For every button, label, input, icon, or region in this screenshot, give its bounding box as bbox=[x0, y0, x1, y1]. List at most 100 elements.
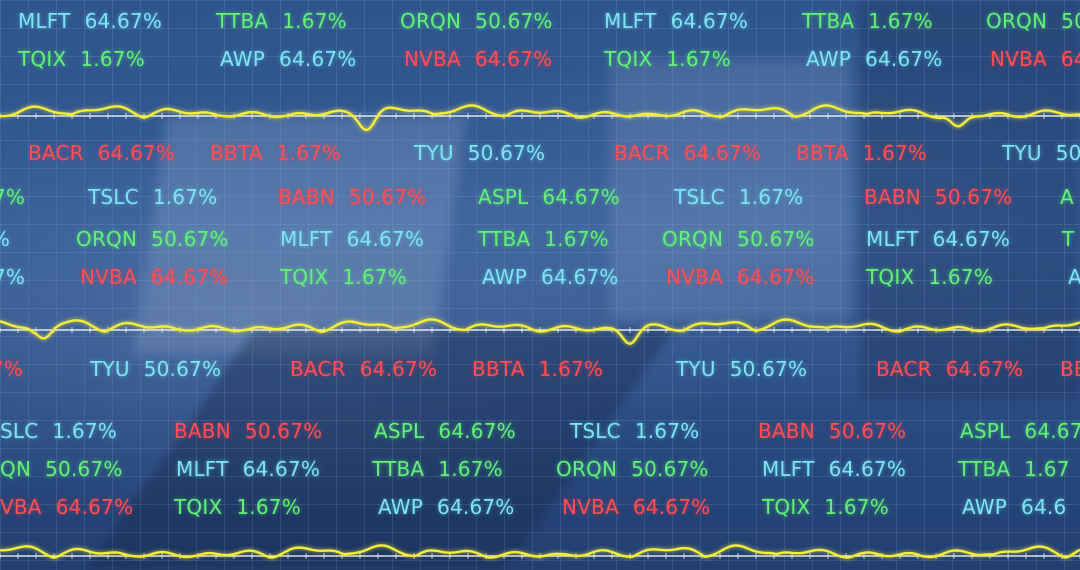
ticker-symbol: BABN bbox=[174, 419, 231, 443]
ticker-symbol: AWP bbox=[378, 495, 424, 519]
ticker-change: 67% bbox=[0, 357, 24, 381]
ticker-symbol: TSLC bbox=[570, 419, 621, 443]
ticker-symbol: TYU bbox=[676, 357, 716, 381]
ticker-symbol: AWP bbox=[962, 495, 1008, 519]
ticker-change: 1.67% bbox=[152, 185, 218, 209]
ticker-item: BBTA 1.67% bbox=[472, 358, 603, 380]
ticker-item: MLFT 64.67% bbox=[18, 10, 162, 32]
ticker-symbol: BE bbox=[1060, 357, 1080, 381]
ticker-symbol: NVBA bbox=[666, 265, 723, 289]
ticker-symbol: TSLC bbox=[88, 185, 139, 209]
ticker-change: 64.67% bbox=[150, 265, 229, 289]
ticker-item: QN 50.67% bbox=[0, 458, 123, 480]
ticker-symbol: BABN bbox=[864, 185, 921, 209]
ticker-item: TTBA 1.67% bbox=[802, 10, 933, 32]
ticker-change: 50.67% bbox=[828, 419, 907, 443]
price-wave-line-middle bbox=[0, 318, 1080, 346]
ticker-change: 7% bbox=[0, 227, 10, 251]
ticker-symbol: MLFT bbox=[176, 457, 229, 481]
ticker-item: MLFT 64.67% bbox=[762, 458, 906, 480]
ticker-item: SLC 1.67% bbox=[0, 420, 117, 442]
ticker-item: TQIX 1.67% bbox=[866, 266, 993, 288]
ticker-change: 64.67% bbox=[670, 9, 749, 33]
ticker-symbol: BABN bbox=[278, 185, 335, 209]
ticker-item: BACR 64.67% bbox=[876, 358, 1023, 380]
ticker-item: TQIX 1.67% bbox=[174, 496, 301, 518]
ticker-change: 67% bbox=[0, 185, 26, 209]
ticker-item: VBA 64.67% bbox=[0, 496, 133, 518]
ticker-item: TQIX 1.67% bbox=[280, 266, 407, 288]
ticker-item: TYU 50 bbox=[1002, 142, 1080, 164]
ticker-symbol: TQIX bbox=[762, 495, 811, 519]
ticker-change: 50.67% bbox=[151, 227, 229, 251]
ticker-item: BBTA 1.67% bbox=[796, 142, 927, 164]
ticker-change: 64.67% bbox=[97, 141, 176, 165]
ticker-item: BABN 50.67% bbox=[758, 420, 906, 442]
ticker-symbol: TYU bbox=[1002, 141, 1042, 165]
ticker-item: NVBA 64.67% bbox=[562, 496, 710, 518]
ticker-item: A bbox=[1060, 186, 1074, 208]
ticker-symbol: SLC bbox=[0, 419, 39, 443]
ticker-change: 1.67% bbox=[342, 265, 407, 289]
ticker-change: 64.67% bbox=[242, 457, 321, 481]
ticker-symbol: BABN bbox=[758, 419, 815, 443]
ticker-change: 64.67% bbox=[542, 185, 620, 209]
ticker-change: 64.67% bbox=[541, 265, 619, 289]
ticker-change: 1.67% bbox=[282, 9, 347, 33]
ticker-item: TTBA 1.67 bbox=[958, 458, 1070, 480]
ticker-item: ASPL 64.67 bbox=[960, 420, 1080, 442]
background-window bbox=[860, 0, 1080, 400]
ticker-change: 1.67% bbox=[438, 457, 503, 481]
ticker-symbol: TQIX bbox=[604, 47, 653, 71]
ticker-change: 64.67% bbox=[632, 495, 711, 519]
ticker-symbol: BBTA bbox=[472, 357, 525, 381]
ticker-symbol: BACR bbox=[290, 357, 346, 381]
ticker-symbol: MLFT bbox=[280, 227, 333, 251]
ticker-change: 1.67% bbox=[824, 495, 889, 519]
ticker-change: 50.67% bbox=[143, 357, 222, 381]
ticker-change: 64.67% bbox=[346, 227, 425, 251]
ticker-change: 64.67% bbox=[84, 9, 163, 33]
ticker-change: 1.67% bbox=[738, 185, 804, 209]
ticker-item: AWP 64.67% bbox=[806, 48, 943, 70]
ticker-change: 1.67% bbox=[236, 495, 301, 519]
ticker-item: BACR 64.67% bbox=[28, 142, 175, 164]
ticker-symbol: MLFT bbox=[866, 227, 919, 251]
ticker-item: TSLC 1.67% bbox=[88, 186, 217, 208]
ticker-change: 64.67% bbox=[683, 141, 762, 165]
ticker-change: 64.67% bbox=[279, 47, 357, 71]
ticker-symbol: TQIX bbox=[280, 265, 329, 289]
ticker-item: 67% bbox=[0, 186, 25, 208]
ticker-symbol: MLFT bbox=[762, 457, 815, 481]
ticker-symbol: TTBA bbox=[478, 227, 531, 251]
ticker-symbol: T bbox=[1062, 227, 1075, 251]
ticker-symbol: TQIX bbox=[866, 265, 915, 289]
ticker-symbol: A bbox=[1060, 185, 1074, 209]
ticker-change: 1.67% bbox=[276, 141, 342, 165]
ticker-item: TTBA 1.67% bbox=[372, 458, 503, 480]
ticker-change: 50.67% bbox=[729, 357, 808, 381]
ticker-symbol: AWP bbox=[220, 47, 266, 71]
ticker-item: NVBA 64.67% bbox=[990, 48, 1080, 70]
ticker-symbol: ASPL bbox=[478, 185, 529, 209]
price-wave-line-bottom bbox=[0, 544, 1080, 559]
ticker-item: MLFT 64.67% bbox=[604, 10, 748, 32]
ticker-symbol: NVBA bbox=[562, 495, 619, 519]
ticker-item: ORQN 50.67% bbox=[400, 10, 553, 32]
ticker-change: 1.67% bbox=[862, 141, 928, 165]
ticker-change: 64.67% bbox=[945, 357, 1024, 381]
ticker-symbol: ORQN bbox=[76, 227, 138, 251]
ticker-change: 50.67% bbox=[737, 227, 815, 251]
ticker-symbol: QN bbox=[0, 457, 32, 481]
ticker-change: 1.67% bbox=[634, 419, 700, 443]
ticker-item: AWP 64.67% bbox=[482, 266, 619, 288]
ticker-item: MLFT 64.67% bbox=[176, 458, 320, 480]
ticker-change: 64.67% bbox=[932, 227, 1011, 251]
ticker-symbol: TQIX bbox=[18, 47, 67, 71]
ticker-change: 64.67% bbox=[474, 47, 553, 71]
ticker-symbol: NVBA bbox=[990, 47, 1047, 71]
ticker-symbol: BBTA bbox=[796, 141, 849, 165]
ticker-item: 7% bbox=[0, 228, 10, 250]
ticker-symbol: TTBA bbox=[216, 9, 269, 33]
